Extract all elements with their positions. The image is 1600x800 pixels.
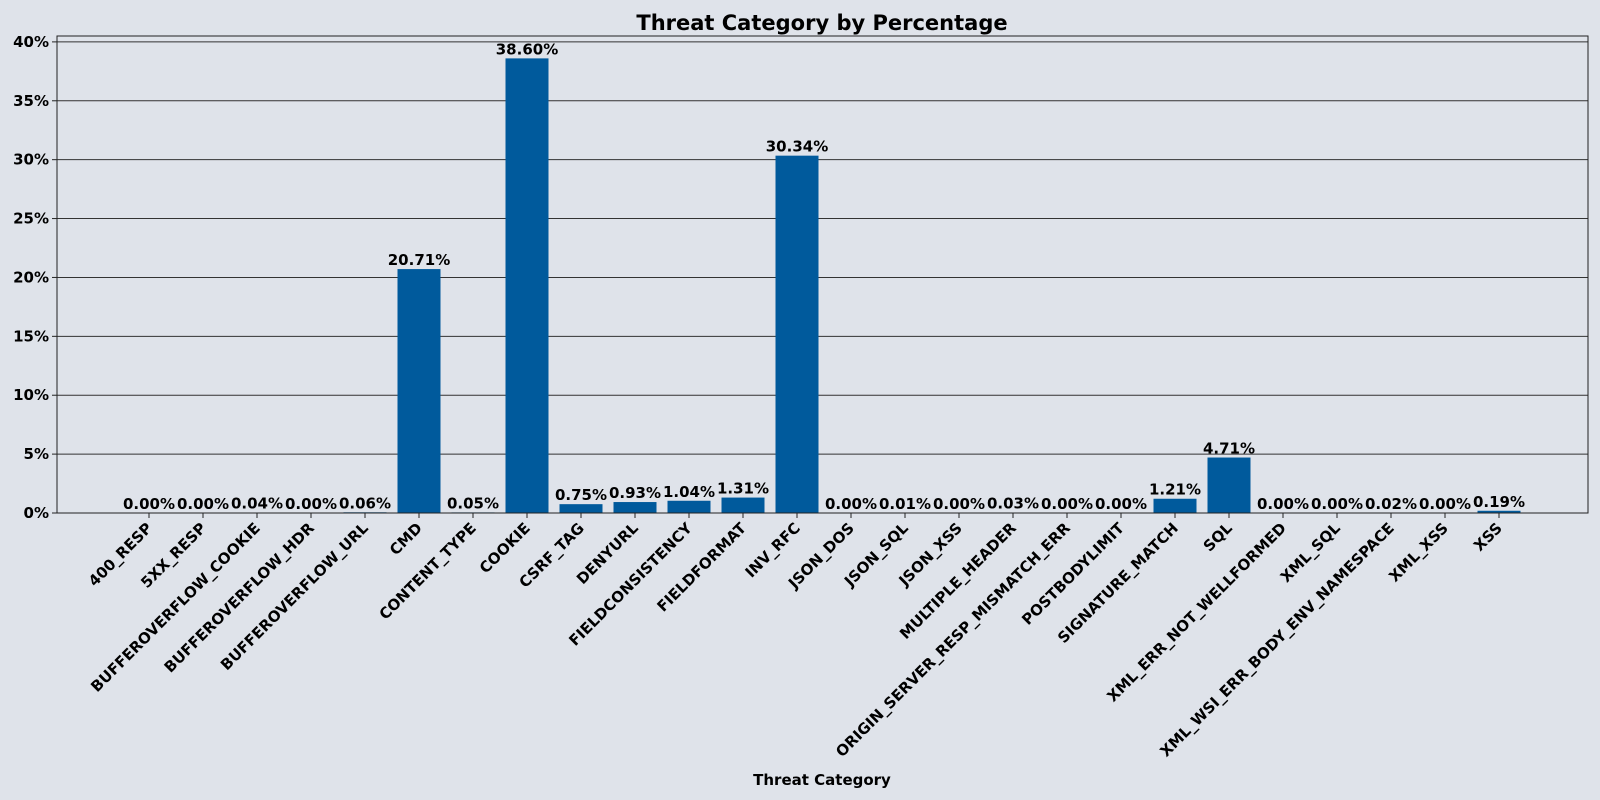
x-axis-label: Threat Category (753, 771, 891, 789)
bar-value-label: 1.31% (717, 480, 769, 498)
bar-value-label: 0.00% (933, 495, 985, 513)
bar (721, 497, 765, 513)
y-tick-label: 25% (13, 210, 49, 228)
bar (667, 500, 711, 513)
bar (505, 58, 549, 513)
bar-value-label: 38.60% (496, 40, 558, 58)
bar-value-label: 0.75% (555, 486, 607, 504)
bar-value-label: 0.00% (825, 495, 877, 513)
x-tick-label: XML_XSS (1385, 519, 1452, 586)
bar-value-label: 0.00% (1419, 495, 1471, 513)
bar-value-label: 30.34% (766, 138, 828, 156)
bar-value-label: 0.93% (609, 484, 661, 502)
bar (613, 502, 657, 513)
bar-value-label: 0.01% (879, 495, 931, 513)
y-tick-label: 40% (13, 33, 49, 51)
bar (1207, 457, 1251, 513)
x-tick-label: CMD (386, 519, 426, 559)
bar-value-label: 0.00% (1041, 495, 1093, 513)
bar-value-label: 0.00% (1311, 495, 1363, 513)
bar-value-label: 0.05% (447, 494, 499, 512)
bar-value-label: 0.04% (231, 495, 283, 513)
bar (775, 155, 819, 513)
y-tick-label: 0% (24, 504, 49, 522)
x-tick-label: SQL (1200, 519, 1236, 555)
bar-value-label: 0.06% (339, 494, 391, 512)
bar (559, 504, 603, 513)
bar-value-label: 0.00% (123, 495, 175, 513)
x-tick-label: XSS (1470, 519, 1506, 555)
bar-value-label: 4.71% (1203, 440, 1255, 458)
bar (397, 269, 441, 513)
x-axis-ticks: 400_RESP5XX_RESPBUFFEROVERFLOW_COOKIEBUF… (85, 513, 1506, 761)
bars (235, 58, 1521, 513)
x-tick-label: XML_WSI_ERR_BODY_ENV_NAMESPACE (1157, 519, 1398, 760)
bar (1477, 510, 1521, 513)
x-tick-label: POSTBODYLIMIT (1018, 519, 1128, 629)
y-axis-ticks: 0% 5% 10% 15% 20% 25% 30% 35% 40% (13, 33, 57, 522)
y-tick-label: 10% (13, 386, 49, 404)
data-labels: 0.00% 0.00% 0.04% 0.00% 0.06%20.71%0.05%38.6… (123, 40, 1525, 513)
bar-value-label: 1.04% (663, 483, 715, 501)
grid-lines (57, 41, 1588, 514)
x-tick-label: CONTENT_TYPE (376, 519, 480, 623)
bar (1153, 498, 1197, 513)
y-tick-label: 30% (13, 151, 49, 169)
bar-value-label: 0.02% (1365, 495, 1417, 513)
bar-value-label: 0.00% (285, 495, 337, 513)
bar-value-label: 1.21% (1149, 481, 1201, 499)
bar-value-label: 0.00% (1257, 495, 1309, 513)
bar-value-label: 0.19% (1473, 493, 1525, 511)
x-tick-label: XML_ERR_NOT_WELLFORMED (1103, 519, 1289, 705)
plot-frame (56, 35, 1589, 514)
y-tick-label: 5% (24, 445, 49, 463)
bar-value-label: 0.00% (1095, 495, 1147, 513)
chart-title: Threat Category by Percentage (636, 11, 1007, 35)
y-tick-label: 15% (13, 327, 49, 345)
bar-value-label: 0.03% (987, 495, 1039, 513)
y-tick-label: 20% (13, 268, 49, 286)
bar-value-label: 20.71% (388, 251, 450, 269)
bar-value-label: 0.00% (177, 495, 229, 513)
y-tick-label: 35% (13, 92, 49, 110)
